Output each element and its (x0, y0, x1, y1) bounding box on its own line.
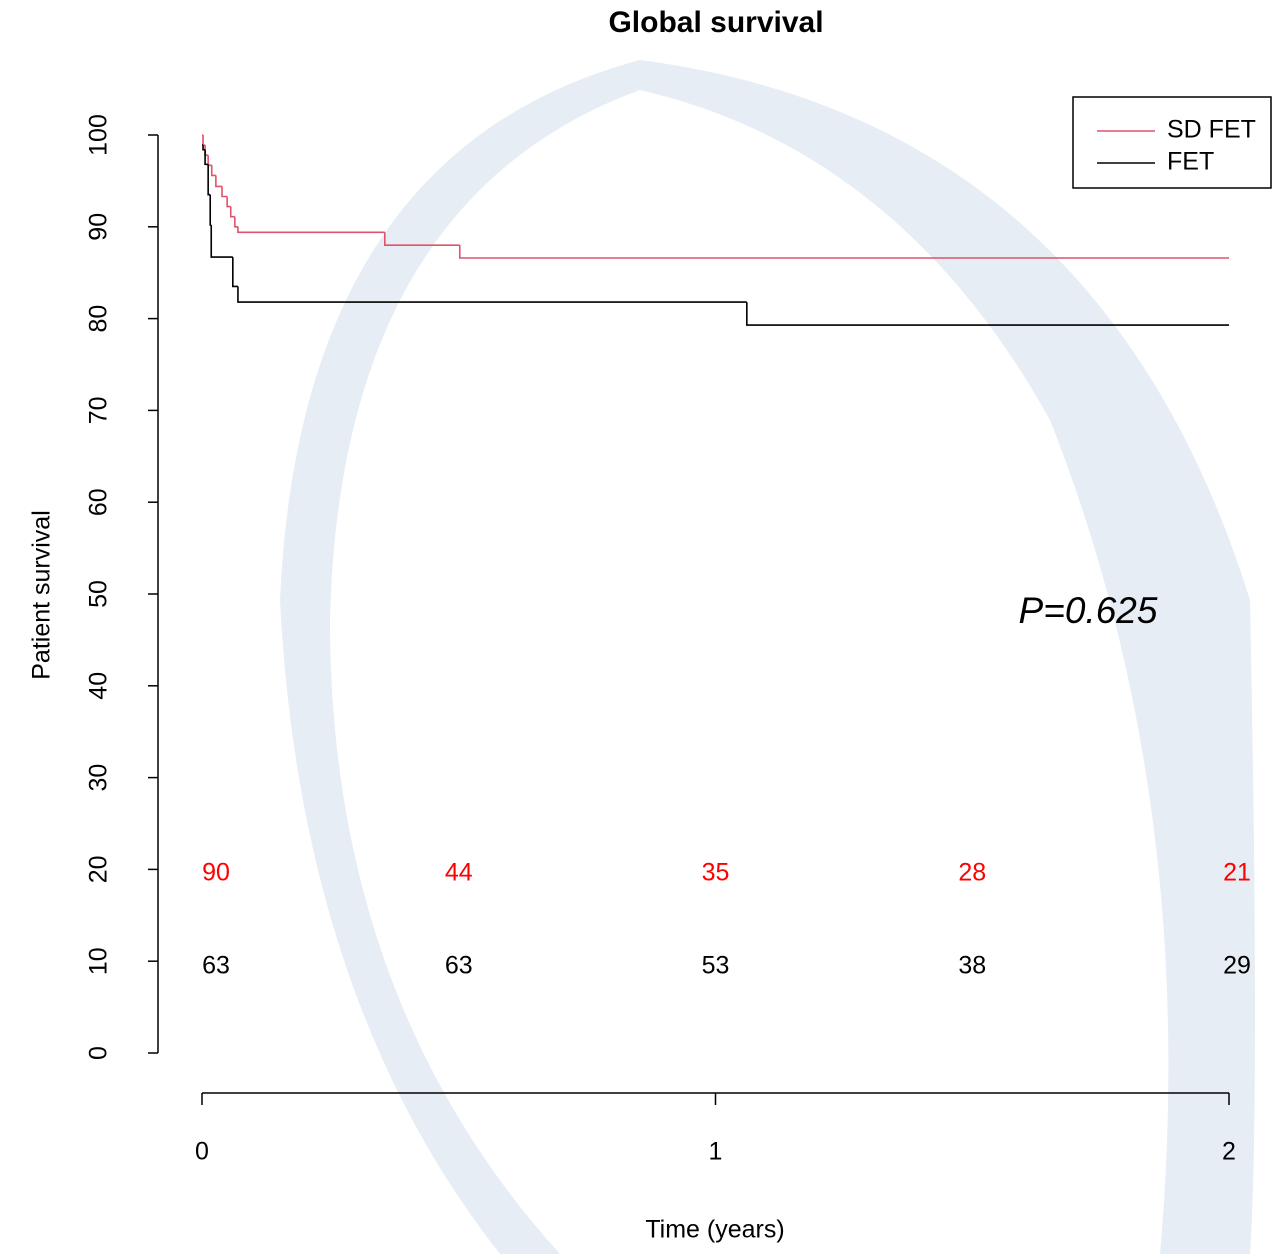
chart: Global survival Time (years) Patient sur… (0, 0, 1281, 1254)
at-risk-count: 63 (202, 952, 230, 980)
survival-step (211, 225, 233, 257)
at-risk-count: 28 (958, 859, 986, 887)
survival-step (227, 197, 231, 207)
survival-step (238, 227, 385, 233)
survival-step (233, 257, 238, 286)
x-tick-label: 0 (195, 1138, 209, 1166)
x-tick-label: 2 (1222, 1138, 1236, 1166)
survival-step (208, 164, 210, 194)
chart-title: Global survival (608, 6, 823, 39)
survival-step (208, 155, 212, 165)
y-tick-label: 20 (85, 855, 113, 883)
y-tick-label: 40 (85, 672, 113, 700)
p-value: P=0.625 (1019, 590, 1158, 631)
y-tick-label: 90 (85, 213, 113, 241)
y-tick-label: 70 (85, 396, 113, 424)
survival-step (238, 286, 747, 302)
legend-label: SD FET (1167, 116, 1256, 144)
x-axis-label: Time (years) (645, 1216, 784, 1244)
y-axis-label: Patient survival (28, 510, 56, 680)
at-risk-count: 29 (1223, 952, 1251, 980)
y-tick-label: 10 (85, 947, 113, 975)
survival-step (235, 217, 238, 227)
survival-step (231, 207, 235, 217)
survival-step (212, 165, 216, 175)
survival-step (210, 195, 211, 225)
at-risk-count: 44 (445, 859, 473, 887)
y-tick-label: 100 (85, 114, 113, 156)
y-tick-label: 50 (85, 580, 113, 608)
watermark (280, 60, 1255, 1254)
y-tick-label: 0 (85, 1046, 113, 1060)
y-tick-label: 30 (85, 764, 113, 792)
at-risk-count: 35 (702, 859, 730, 887)
at-risk-count: 90 (202, 859, 230, 887)
survival-step (222, 186, 227, 196)
at-risk-count: 38 (958, 952, 986, 980)
legend-label: FET (1167, 148, 1214, 176)
survival-step (460, 245, 1229, 258)
survival-step (203, 135, 205, 145)
y-tick-label: 80 (85, 305, 113, 333)
y-tick-label: 60 (85, 488, 113, 516)
at-risk-count: 53 (702, 952, 730, 980)
at-risk-count: 21 (1223, 859, 1251, 887)
survival-step (216, 175, 222, 186)
at-risk-count: 63 (445, 952, 473, 980)
x-tick-label: 1 (709, 1138, 723, 1166)
